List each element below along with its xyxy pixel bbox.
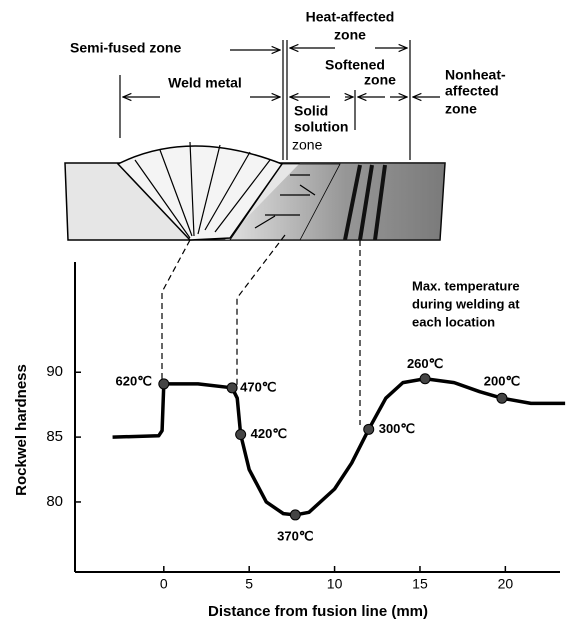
y-axis-label: Rockwel hardness: [13, 364, 30, 496]
temperature-label: 260℃: [407, 356, 443, 371]
zone-label: zone: [292, 137, 323, 153]
y-tick-label: 80: [46, 493, 63, 510]
x-tick-label: 15: [412, 576, 428, 592]
note: during welding at: [412, 296, 520, 311]
x-axis-label: Distance from fusion line (mm): [208, 603, 428, 620]
temperature-label: 620℃: [116, 373, 152, 388]
zone-label: zone: [334, 27, 366, 43]
x-tick-label: 10: [327, 576, 343, 592]
zone-label: affected: [445, 83, 499, 99]
point-marker: [226, 382, 238, 394]
zone-label: zone: [364, 72, 396, 88]
temperature-label: 200℃: [484, 374, 520, 389]
x-tick-label: 5: [245, 576, 253, 592]
temperature-label: 300℃: [379, 421, 415, 436]
temperature-label: 370℃: [277, 528, 313, 543]
zone-label: zone: [445, 101, 477, 117]
point-marker: [158, 378, 170, 390]
point-marker: [363, 423, 375, 435]
note: Max. temperature: [412, 278, 520, 293]
zone-label: Semi-fused zone: [70, 40, 181, 56]
zone-label: Weld metal: [168, 75, 242, 91]
temperature-label: 470℃: [240, 379, 276, 394]
zone-label: Softened: [325, 57, 385, 73]
point-marker: [496, 392, 508, 404]
weld-cross-section: [64, 141, 446, 241]
y-tick-label: 85: [46, 428, 63, 445]
point-marker: [235, 429, 247, 441]
zone-label: Solid: [294, 103, 328, 119]
point-marker: [419, 373, 431, 385]
x-tick-label: 20: [498, 576, 514, 592]
temperature-label: 420℃: [251, 426, 287, 441]
connector-lines: [161, 234, 361, 425]
note: each location: [412, 314, 495, 329]
hardness-curve: [112, 376, 566, 517]
zone-arrows: [119, 40, 440, 160]
zone-label: solution: [294, 119, 348, 135]
zone-label: Heat-affected: [306, 9, 395, 25]
y-tick-label: 90: [46, 363, 63, 380]
point-marker: [289, 509, 301, 521]
zone-label: Nonheat-: [445, 67, 506, 83]
x-tick-label: 0: [160, 576, 168, 592]
